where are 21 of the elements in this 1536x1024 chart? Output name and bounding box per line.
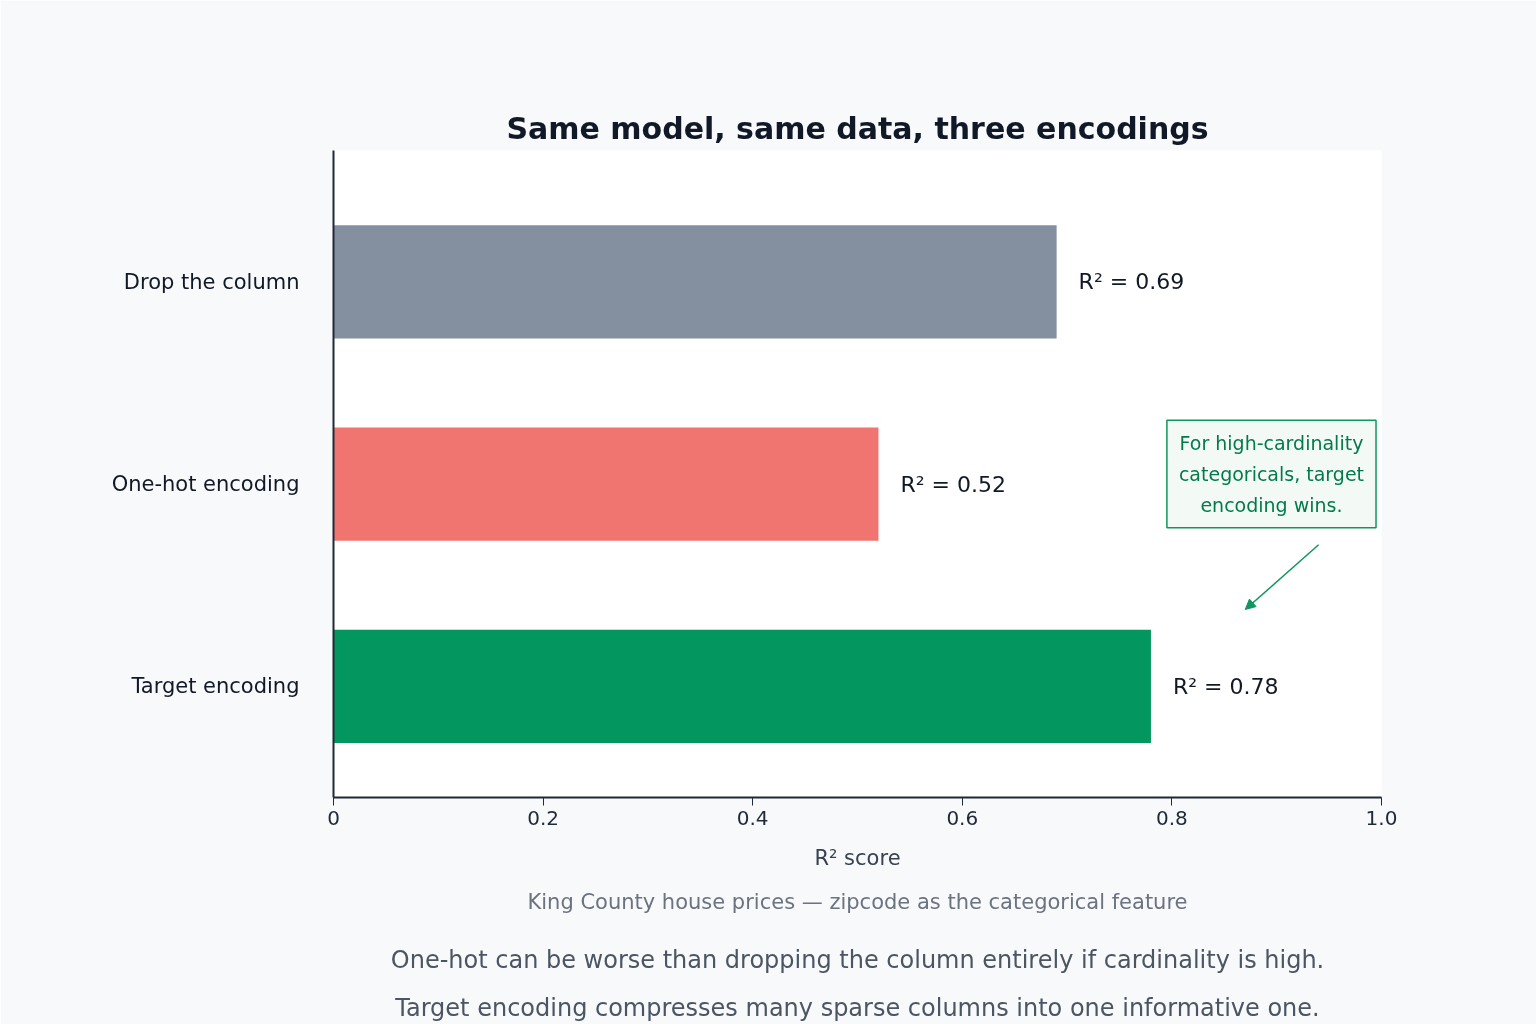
x-tick-label: 0 [327, 805, 340, 830]
x-axis-title: R² score [814, 845, 901, 870]
bar [333, 629, 1151, 743]
chart-title: Same model, same data, three encodings [506, 110, 1209, 146]
annotation: For high-cardinality categoricals, target encoding wins. [1178, 432, 1365, 516]
bar [333, 225, 1057, 339]
text: Target encoding compresses many sparse columns into one informative one. [394, 993, 1320, 1022]
text: One-hot can be worse than dropping the column entirely if cardinality is high. [390, 945, 1325, 974]
x-tick-label: 0.8 [1156, 805, 1188, 830]
x-tick-label: 0.4 [736, 805, 769, 830]
y-tick-label: Target encoding [130, 674, 300, 699]
x-tick-label: 1.0 [1365, 805, 1398, 830]
text: King County house prices — zipcode as the categorical feature [527, 889, 1188, 914]
y-tick-label: Drop the column [123, 269, 300, 294]
data-label: R² = 0.69 [1078, 269, 1185, 295]
y-tick-label: One-hot encoding [111, 472, 300, 497]
bar [333, 427, 879, 541]
data-label: R² = 0.52 [900, 471, 1006, 497]
data-label: R² = 0.78 [1172, 673, 1279, 699]
x-tick-label: 0.2 [527, 805, 560, 830]
x-tick-label: 0.6 [946, 805, 979, 830]
